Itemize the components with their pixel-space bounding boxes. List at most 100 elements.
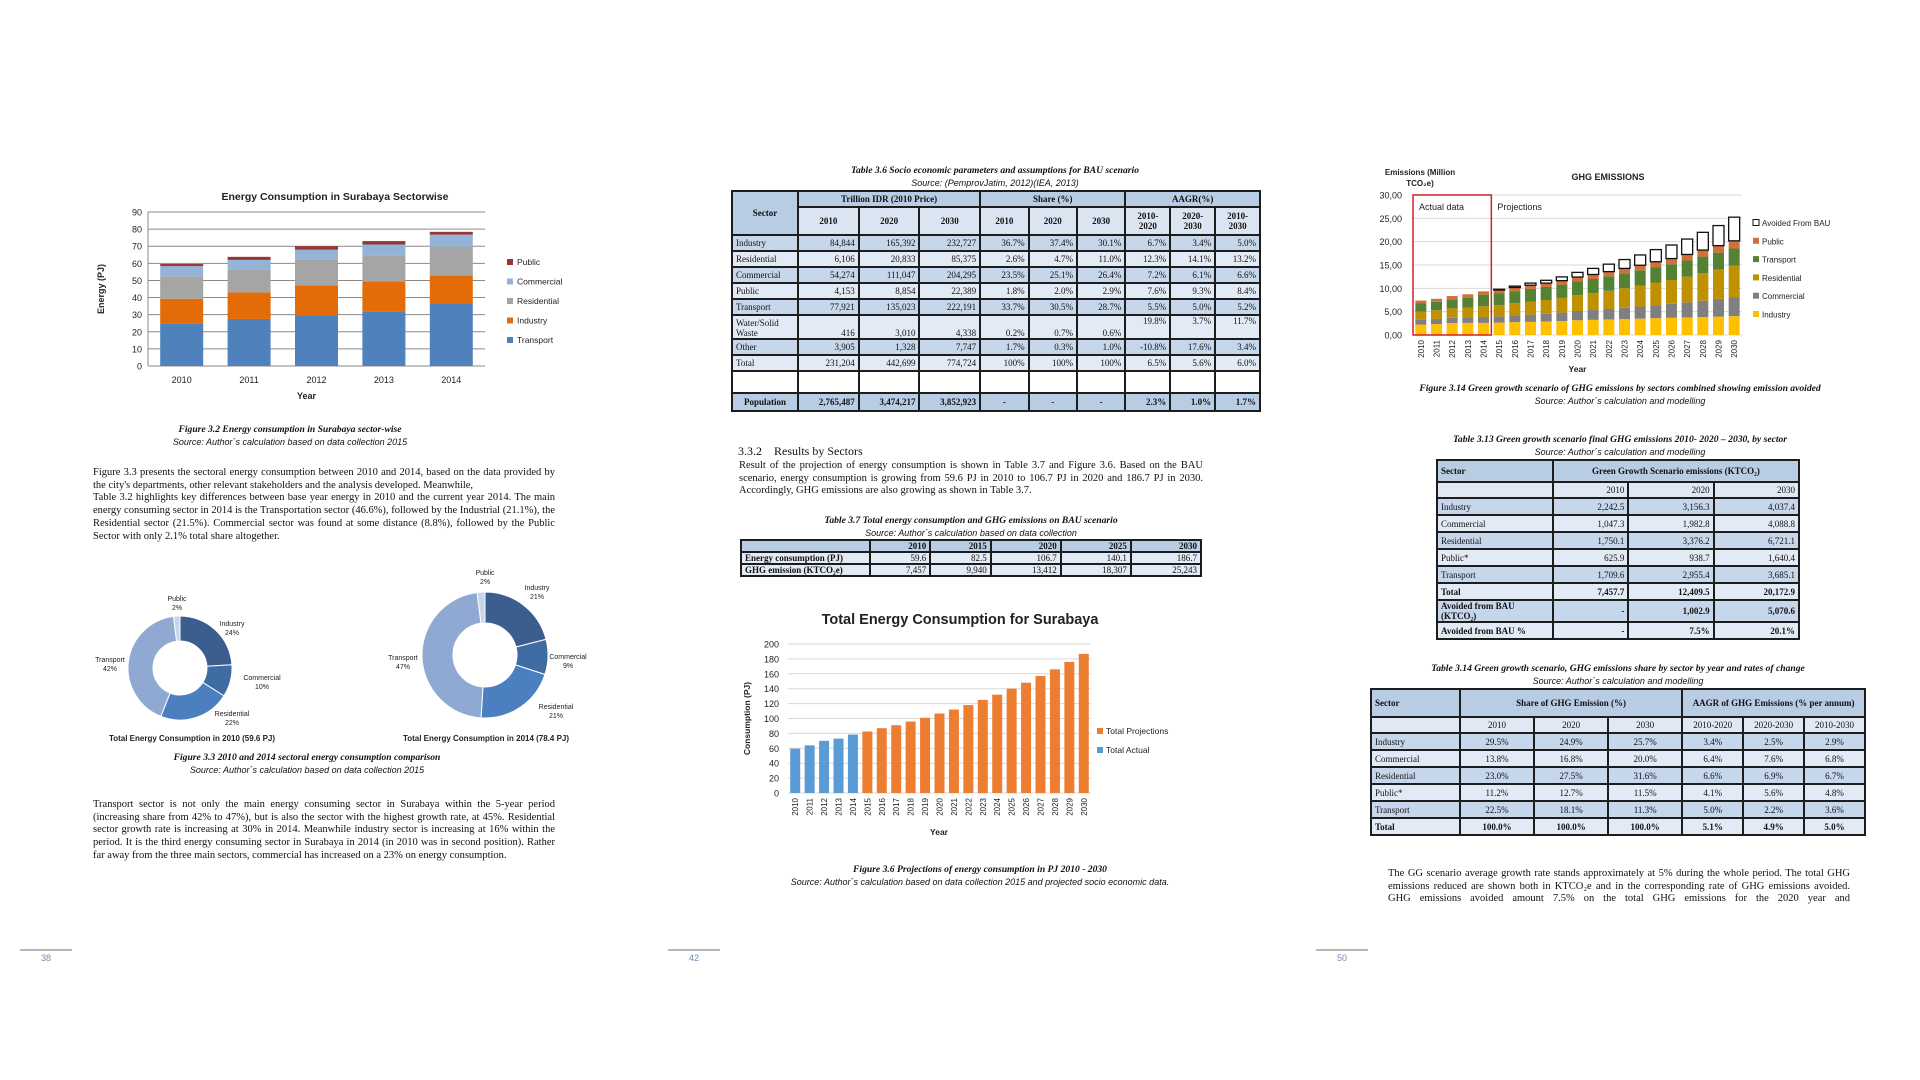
bar-total-projections xyxy=(992,694,1003,793)
legend-label: Transport xyxy=(517,335,554,345)
bar-segment-avoided-from-bau xyxy=(1728,216,1741,242)
bar-segment-industry xyxy=(160,298,204,324)
x-tick-label: 2014 xyxy=(1480,339,1489,357)
x-tick-label: 2027 xyxy=(1683,339,1692,357)
table-cell: 14.1% xyxy=(1169,250,1217,268)
caption-source: Source: Author´s calculation and modelli… xyxy=(1534,447,1706,457)
y-tick-label: 10 xyxy=(132,344,142,354)
bar-segment-public xyxy=(1415,300,1427,304)
table-row: Energy consumption (PJ) 59.6 82.5 106.7 140.… xyxy=(740,551,1203,565)
bar-segment-industry xyxy=(1431,324,1442,335)
table-row: Industry 29.5% 24.9% 25.7% 3.4% 2.5% 2.9% xyxy=(1370,732,1866,751)
bar-segment-avoided-from-bau xyxy=(1665,244,1678,260)
bar-segment-transport xyxy=(1666,264,1677,281)
bar-segment-transport xyxy=(1713,252,1724,270)
row-label: Industry xyxy=(731,234,799,252)
table-cell: 1,750.1 xyxy=(1551,531,1630,550)
table-cell: 6.6% xyxy=(1214,266,1261,284)
table-row: Commercial 13.8% 16.8% 20.0% 6.4% 7.6% 6.8% xyxy=(1370,749,1866,768)
bar-segment-public xyxy=(1431,298,1442,302)
table-cell: 1.7% xyxy=(1214,392,1261,412)
bar-segment-industry xyxy=(1634,318,1646,335)
table-cell: 1,982.8 xyxy=(1627,514,1715,533)
bar-segment-public xyxy=(1713,245,1724,253)
bar-segment-industry xyxy=(1540,321,1552,335)
table-cell: 100.0% xyxy=(1607,817,1684,836)
bar-segment-public xyxy=(1540,283,1552,287)
bar-segment-avoided-from-bau xyxy=(1508,285,1521,289)
legend-label: Transport xyxy=(1762,256,1797,265)
bar-segment-industry xyxy=(1697,317,1709,335)
x-tick-label: 2028 xyxy=(1699,339,1708,357)
slice-label: Commercial xyxy=(243,675,281,682)
bar-segment-commercial xyxy=(1728,297,1740,317)
x-tick-label: 2010 xyxy=(791,797,800,815)
slice-value: 21% xyxy=(549,713,563,720)
table-cell: 31.6% xyxy=(1607,766,1684,785)
slice-value: 42% xyxy=(103,666,117,673)
legend-swatch xyxy=(1753,292,1759,299)
header-period: 2010-2020 xyxy=(1124,206,1172,236)
figure-3-6-caption: Figure 3.6 Projections of energy consump… xyxy=(740,864,1220,888)
slice-value: 21% xyxy=(530,594,544,601)
table-cell: 100% xyxy=(979,354,1030,372)
header-year: 2030 xyxy=(1607,716,1684,734)
table-cell: 625.9 xyxy=(1551,548,1630,567)
bar-segment-public xyxy=(1509,287,1521,292)
table-cell: 23.5% xyxy=(979,266,1030,284)
legend-label: Commercial xyxy=(1762,292,1805,301)
table-cell: 82.5 xyxy=(929,551,992,565)
table-cell: 222,191 xyxy=(918,298,982,316)
table-cell: 5.0% xyxy=(1681,800,1745,819)
table-cell: 6.5% xyxy=(1124,354,1172,372)
table-cell: 0.7% xyxy=(1027,314,1078,340)
table-row: Water/Solid Waste 416 3,010 4,338 0.2% 0.7% 0.… xyxy=(731,314,1261,340)
bar-segment-industry xyxy=(1509,322,1521,335)
bar-segment-commercial xyxy=(1697,300,1709,318)
bar-segment-commercial xyxy=(1713,298,1724,317)
table-cell: 4,037.4 xyxy=(1712,497,1801,516)
bar-segment-residential xyxy=(429,246,473,276)
table-cell: 85,375 xyxy=(918,250,982,268)
table-cell: 232,727 xyxy=(918,234,982,252)
bar-segment-public xyxy=(1619,268,1630,274)
table-cell: 9,940 xyxy=(929,563,992,577)
slice-label: Industry xyxy=(220,621,245,628)
row-label: Industry xyxy=(1436,497,1554,516)
header-year: 2020 xyxy=(989,539,1062,553)
row-label: Total xyxy=(1370,817,1461,836)
legend-swatch xyxy=(1753,311,1759,317)
slice-value: 9% xyxy=(563,663,573,670)
header-group-share: Share (%) xyxy=(979,190,1127,208)
footer-rule xyxy=(668,949,720,951)
table-cell: 17.6% xyxy=(1169,338,1217,356)
header-period: 2020-2030 xyxy=(1169,206,1217,236)
table-cell: 416 xyxy=(797,314,860,340)
x-tick-label: 2017 xyxy=(892,797,901,815)
row-label: GHG emission (KTCO₂e) xyxy=(740,563,871,577)
bar-segment-public xyxy=(160,264,204,267)
bar-segment-avoided-from-bau xyxy=(1555,276,1568,282)
table-cell: 28.7% xyxy=(1075,298,1127,316)
table-cell: 6,106 xyxy=(797,250,860,268)
x-tick-label: 2013 xyxy=(1464,339,1473,357)
bar-total-projections xyxy=(1021,682,1032,793)
table-cell: 5.6% xyxy=(1742,783,1806,802)
bar-segment-transport xyxy=(1478,294,1489,307)
table-cell: - xyxy=(1075,392,1127,412)
sector-energy-stacked-bar-chart: Energy Consumption in Surabaya Sectorwis… xyxy=(96,191,562,401)
actual-data-box xyxy=(1412,194,1493,336)
paragraph-transport: Transport sector is not only the main en… xyxy=(93,799,555,861)
row-label: Residential xyxy=(1370,766,1461,785)
row-label: Other xyxy=(731,338,799,356)
x-tick-label: 2015 xyxy=(1495,339,1504,357)
row-label: Residential xyxy=(1436,531,1554,550)
bar-segment-public xyxy=(1697,250,1709,257)
bar-total-projections xyxy=(1035,676,1046,793)
table-cell: 1,640.4 xyxy=(1712,548,1801,567)
table-cell: 6.0% xyxy=(1214,354,1261,372)
header-year: 2020 xyxy=(1533,716,1610,734)
bar-segment-residential xyxy=(1634,285,1646,307)
header-year: 2020 xyxy=(857,206,921,236)
table-cell: 5.0% xyxy=(1803,817,1866,836)
